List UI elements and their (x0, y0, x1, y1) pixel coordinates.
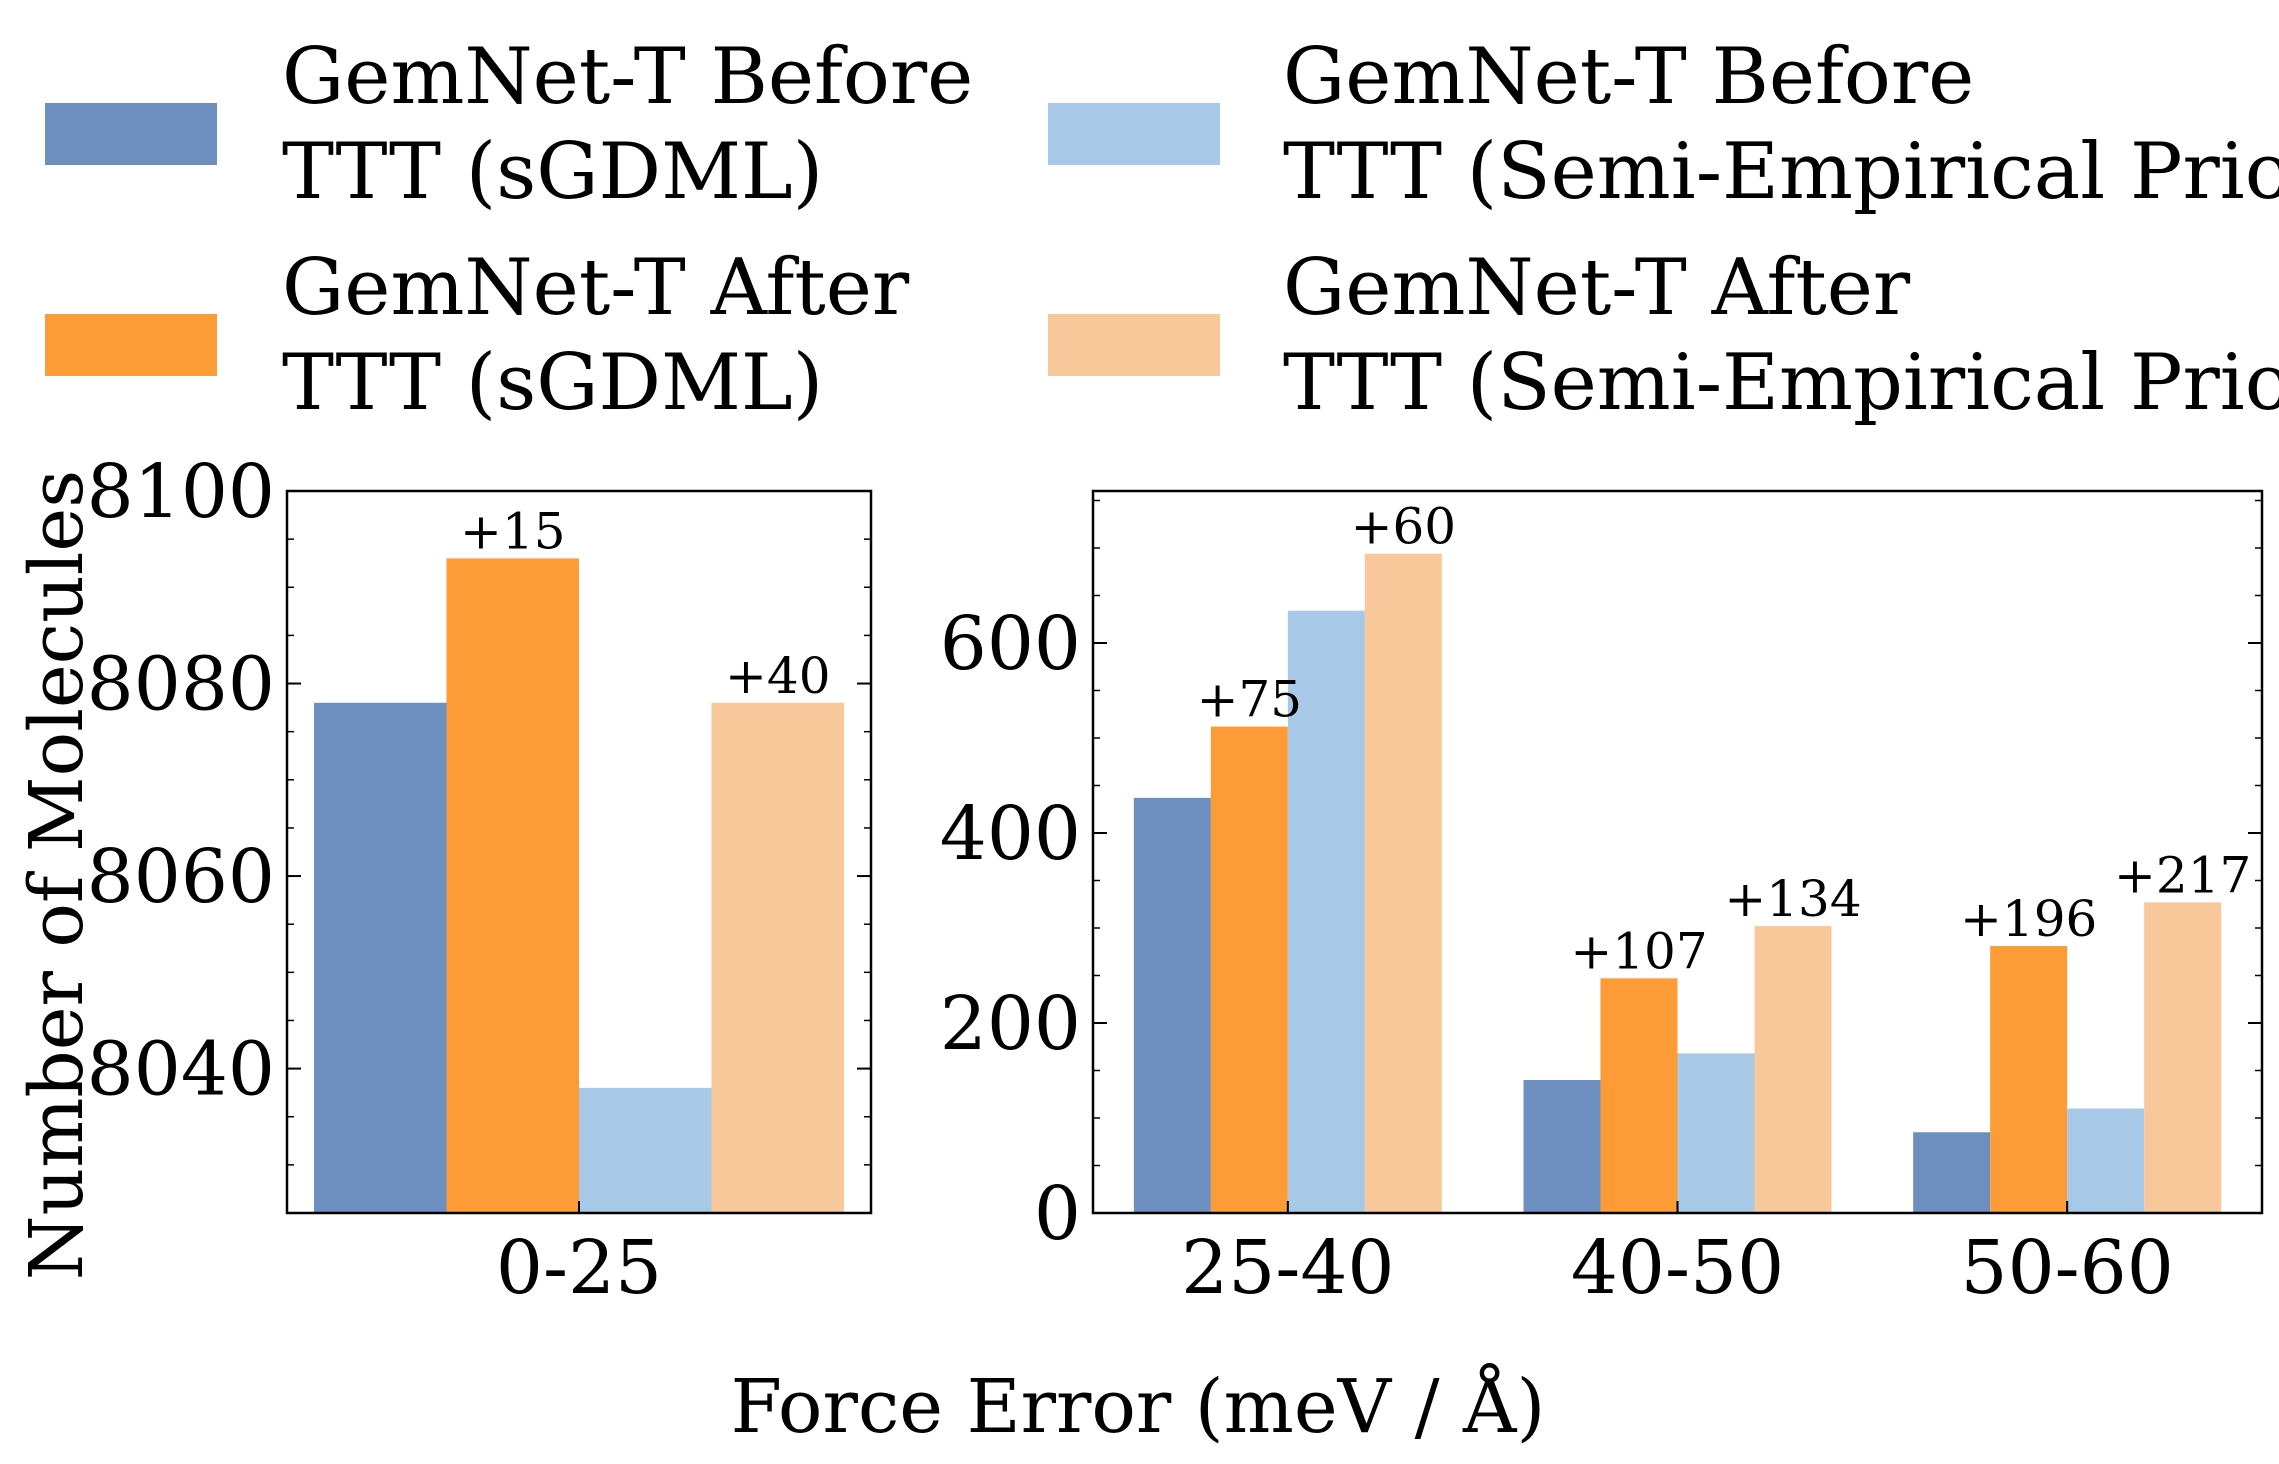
y-tick-label-200: 200 (940, 981, 1081, 1067)
y-tick-label-8100: 8100 (87, 449, 275, 535)
bar-before_sgdml-0-25 (314, 702, 447, 1213)
legend-label-after_semi-line2: TTT (Semi-Empirical Prior) (1283, 338, 2279, 428)
x-tick-label-25-40: 25-40 (1181, 1225, 1394, 1311)
plot-frame (285, 489, 873, 1215)
y-tick-label-8060: 8060 (87, 834, 275, 920)
legend-swatch-before_semi (1048, 103, 1220, 165)
bar-after_semi-25-40 (1364, 553, 1442, 1213)
bar-annotation-after_semi-25-40: +60 (1351, 498, 1457, 556)
bar-annotation-after_sgdml-50-60: +196 (1960, 890, 2097, 948)
legend-swatch-after_semi (1048, 314, 1220, 376)
legend-label-before_semi-line1: GemNet-T Before (1283, 32, 1974, 122)
bar-annotation-after_semi-40-50: +134 (1724, 870, 1861, 928)
legend-swatch-after_sgdml (45, 314, 217, 376)
legend-label-before_sgdml-line2: TTT (sGDML) (282, 127, 823, 217)
bar-after_sgdml-25-40 (1210, 726, 1288, 1213)
bar-before_sgdml-25-40 (1133, 797, 1211, 1213)
bar-after_sgdml-0-25 (446, 558, 579, 1213)
x-tick-label-0-25: 0-25 (496, 1225, 662, 1311)
x-tick-label-40-50: 40-50 (1571, 1225, 1784, 1311)
y-tick-label-8040: 8040 (87, 1027, 275, 1113)
bar-after_semi-40-50 (1754, 926, 1832, 1213)
bar-annotation-after_semi-50-60: +217 (2114, 846, 2251, 904)
bar-after_semi-0-25 (711, 702, 844, 1213)
bar-after_sgdml-40-50 (1600, 978, 1678, 1213)
bar-before_sgdml-50-60 (1913, 1132, 1991, 1213)
plot-frame (1091, 489, 2264, 1215)
y-tick-label-400: 400 (940, 791, 1081, 877)
bar-annotation-after_sgdml-25-40: +75 (1197, 671, 1303, 729)
x-axis-title: Force Error (meV / Å) (731, 1362, 1546, 1450)
legend-label-before_sgdml-line1: GemNet-T Before (282, 32, 973, 122)
bar-after_sgdml-50-60 (1990, 946, 2068, 1213)
bar-before_semi-25-40 (1287, 610, 1365, 1213)
y-axis-title: Number of Molecules (14, 470, 100, 1280)
bar-before_semi-40-50 (1677, 1053, 1755, 1213)
legend-label-after_semi-line1: GemNet-T After (1283, 243, 1911, 333)
x-tick-label-50-60: 50-60 (1961, 1225, 2174, 1311)
legend-label-after_sgdml-line2: TTT (sGDML) (282, 338, 823, 428)
bar-before_semi-0-25 (579, 1087, 712, 1213)
legend-label-after_sgdml-line1: GemNet-T After (282, 243, 910, 333)
bar-annotation-after_sgdml-40-50: +107 (1570, 922, 1707, 980)
bar-before_sgdml-40-50 (1523, 1080, 1601, 1213)
panel-right: +75 +60 25-40 +107 +134 40-50 +196 +217 50-60 0 20… (940, 489, 2264, 1311)
bar-annotation-after_sgdml-0-25: +15 (460, 502, 566, 560)
y-tick-label-0: 0 (1034, 1171, 1081, 1257)
bar-annotation-after_semi-0-25: +40 (725, 647, 831, 705)
y-tick-label-600: 600 (940, 601, 1081, 687)
legend-label-before_semi-line2: TTT (Semi-Empirical Prior) (1283, 127, 2279, 217)
y-tick-label-8080: 8080 (87, 642, 275, 728)
legend-swatch-before_sgdml (45, 103, 217, 165)
bar-before_semi-50-60 (2067, 1108, 2145, 1213)
panel-left: +15 +40 0-25 8040 8060 8080 8100 (87, 449, 873, 1311)
bar-after_semi-50-60 (2144, 902, 2222, 1213)
